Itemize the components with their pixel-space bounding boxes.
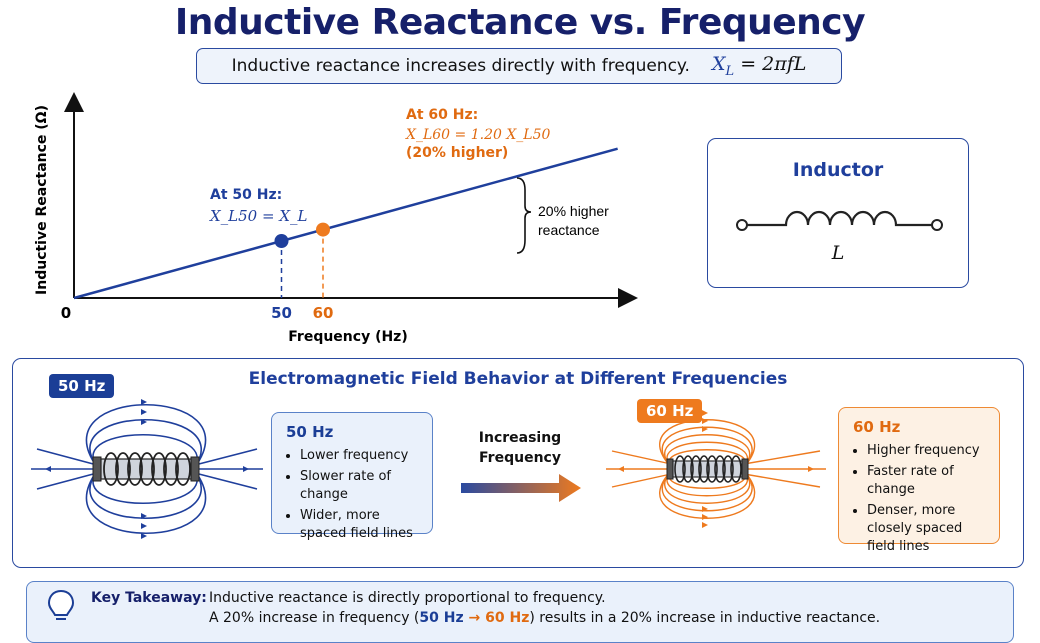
card-60-title: 60 Hz [853, 418, 901, 436]
key-takeaway-panel: Key Takeaway: Inductive reactance is dir… [26, 581, 1014, 643]
annotation-50-formula: X_L50 = X_L [209, 207, 308, 225]
reactance-equation: XL = 2πfL [711, 53, 807, 79]
field-lines-50hz [31, 399, 263, 539]
origin-label: 0 [61, 304, 71, 322]
lightbulb-icon [47, 589, 75, 620]
point-50hz [274, 234, 289, 248]
annotation-50-label: At 50 Hz: [210, 187, 282, 203]
takeaway-line-2: A 20% increase in frequency (50 Hz → 60 … [209, 610, 881, 626]
field-lines-60hz [606, 410, 826, 528]
info-card-60hz: 60 Hz Higher frequency Faster rate of ch… [838, 407, 1000, 554]
annotation-60-formula: X_L60 = 1.20 X_L50 [405, 127, 551, 143]
em-field-panel: Electromagnetic Field Behavior at Differ… [12, 358, 1024, 568]
card-60-item: Faster rate of change [867, 463, 985, 499]
reactance-line [73, 147, 618, 300]
inductor-label: L [831, 242, 845, 264]
inductor-panel: Inductor L [707, 138, 969, 288]
card-50-item: Lower frequency [300, 447, 418, 465]
card-60-item: Denser, more closely spaced field lines [867, 502, 985, 556]
annotation-60-label: At 60 Hz: [406, 107, 478, 123]
difference-bracket [516, 177, 532, 254]
takeaway-line-1: Inductive reactance is directly proporti… [209, 590, 606, 606]
tick-label-50: 50 [271, 304, 292, 322]
annotation-60-note: (20% higher) [406, 145, 508, 161]
badge-50hz: 50 Hz [49, 374, 115, 398]
increasing-arrow-icon [461, 474, 581, 502]
card-50-item: Slower rate of change [300, 468, 418, 504]
card-50-item: Wider, more spaced field lines [300, 507, 418, 543]
page-title: Inductive Reactance vs. Frequency [174, 2, 866, 43]
bracket-label-1: 20% higher [538, 203, 609, 219]
formula-banner: Inductive reactance increases directly w… [196, 48, 842, 84]
formula-text: Inductive reactance increases directly w… [231, 56, 690, 76]
y-axis-label: Inductive Reactance (Ω) [34, 105, 50, 295]
reactance-chart: 20% higher reactance Inductive Reactance… [34, 92, 638, 345]
inductor-symbol-icon [736, 210, 943, 231]
inductor-title: Inductor [792, 159, 884, 181]
x-axis-label: Frequency (Hz) [288, 329, 407, 345]
card-50-title: 50 Hz [286, 423, 334, 441]
bracket-label-2: reactance [538, 222, 600, 238]
tick-label-60: 60 [313, 304, 334, 322]
increasing-frequency-label: Increasing Frequency [478, 430, 562, 466]
takeaway-label: Key Takeaway: [91, 590, 207, 606]
card-60-item: Higher frequency [867, 442, 985, 460]
point-60hz [316, 222, 330, 237]
em-panel-title: Electromagnetic Field Behavior at Differ… [248, 369, 788, 389]
badge-60hz: 60 Hz [637, 399, 703, 423]
info-card-50hz: 50 Hz Lower frequency Slower rate of cha… [271, 412, 433, 541]
